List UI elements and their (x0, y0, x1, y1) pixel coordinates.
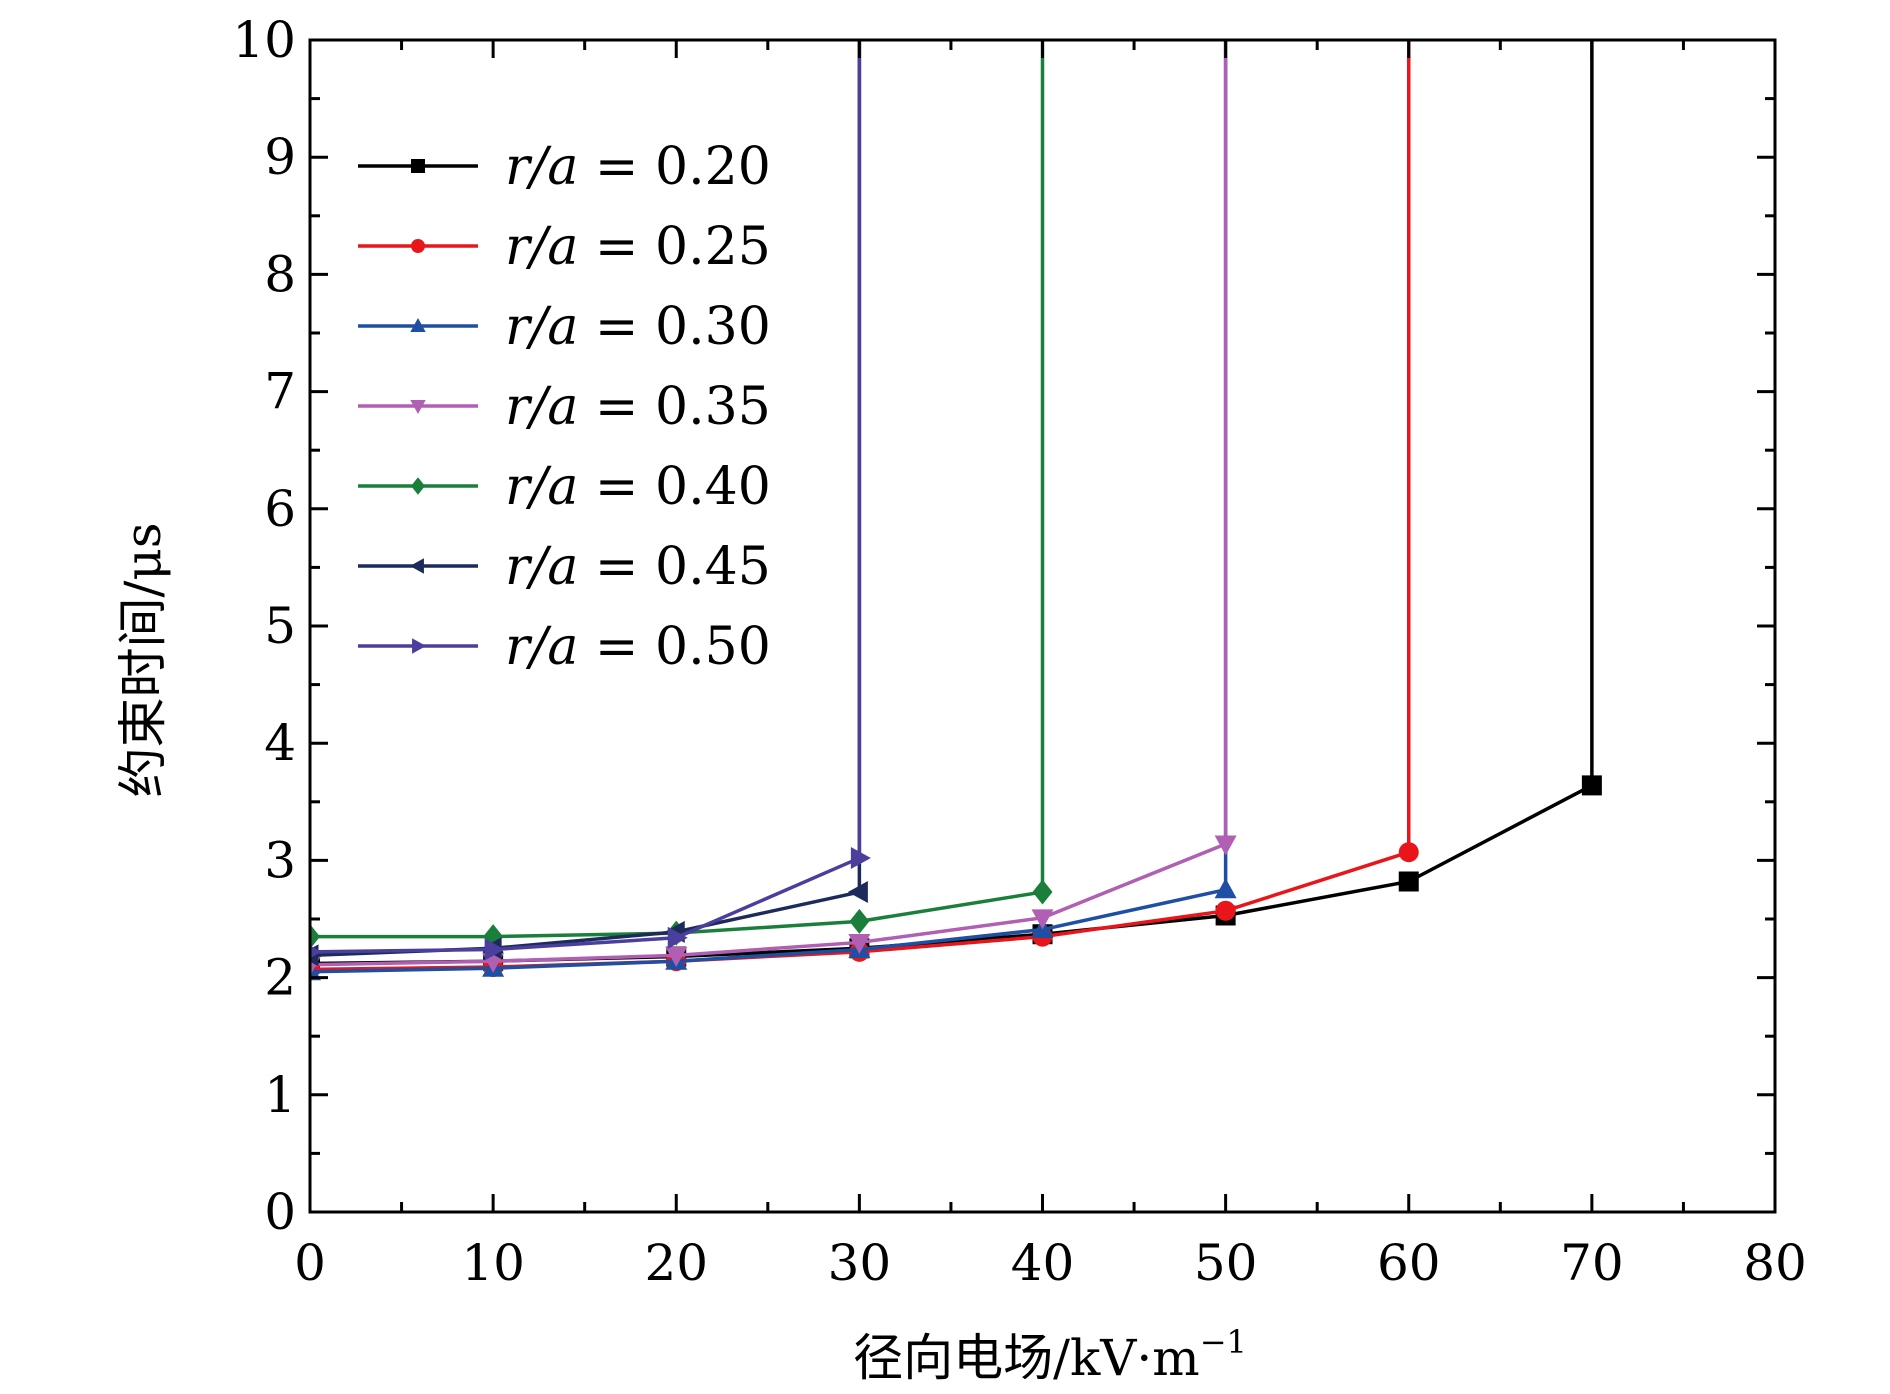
legend-label: r/a = 0.20 (505, 137, 771, 197)
y-tick-label: 3 (264, 831, 296, 889)
x-tick-label: 20 (644, 1234, 708, 1292)
data-point (849, 908, 870, 934)
x-tick-label: 30 (828, 1234, 892, 1292)
series-0 (310, 40, 1602, 974)
data-point (1398, 871, 1419, 892)
legend-label: r/a = 0.30 (505, 297, 771, 357)
legend-entry: r/a = 0.25 (358, 217, 771, 277)
legend-label: r/a = 0.40 (505, 457, 771, 517)
data-point (484, 938, 505, 961)
legend-label: r/a = 0.45 (505, 537, 771, 597)
series-line (310, 40, 1594, 966)
y-tick-label: 5 (264, 597, 296, 655)
legend-marker (410, 317, 426, 332)
y-tick-label: 4 (264, 714, 296, 772)
legend-marker (411, 477, 425, 495)
data-point (310, 924, 320, 950)
legend-label: r/a = 0.35 (505, 377, 771, 437)
x-axis-label: 径向电场/kV·m−1 (853, 1323, 1247, 1387)
series-6 (310, 40, 871, 961)
data-point (848, 933, 871, 954)
y-tick-label: 1 (264, 1066, 296, 1124)
x-tick-label: 0 (294, 1234, 326, 1292)
data-point (1215, 900, 1236, 921)
data-point (1031, 909, 1054, 930)
data-point (1214, 835, 1237, 856)
data-point (1581, 775, 1602, 796)
y-axis-label: 约束时间/μs (114, 523, 172, 798)
legend-entry: r/a = 0.35 (358, 377, 771, 437)
data-point (850, 847, 871, 870)
legend-label: r/a = 0.25 (505, 217, 771, 277)
legend-marker (410, 400, 426, 415)
y-tick-label: 0 (264, 1183, 296, 1241)
legend-marker (409, 558, 424, 574)
x-tick-label: 10 (461, 1234, 525, 1292)
series-line (310, 40, 1045, 939)
legend-marker (411, 239, 425, 253)
x-tick-label: 70 (1560, 1234, 1624, 1292)
axes: 0 10 20 30 40 50 60 70 80 0 1 2 3 4 5 6 7 8 9 10 (232, 11, 1806, 1292)
legend-marker (411, 159, 425, 173)
y-tick-label: 7 (264, 363, 296, 421)
y-tick-label: 8 (264, 245, 296, 303)
legend-entry: r/a = 0.50 (358, 617, 771, 677)
legend-marker (412, 638, 427, 654)
data-point (847, 881, 868, 904)
x-tick-label: 50 (1194, 1234, 1258, 1292)
data-point (1398, 842, 1419, 863)
x-tick-label: 80 (1743, 1234, 1807, 1292)
legend-entry: r/a = 0.45 (358, 537, 771, 597)
legend-entry: r/a = 0.30 (358, 297, 771, 357)
y-tick-label: 9 (264, 128, 296, 186)
data-point (665, 946, 688, 967)
legend-entry: r/a = 0.40 (358, 457, 771, 517)
legend-entry: r/a = 0.20 (358, 137, 771, 197)
y-tick-label: 10 (232, 11, 296, 69)
legend-label: r/a = 0.50 (505, 617, 771, 677)
data-point (1032, 879, 1053, 905)
x-tick-label: 40 (1011, 1234, 1075, 1292)
legend: r/a = 0.20 r/a = 0.25 r/a = 0.30 r/a = 0.35… (358, 137, 771, 677)
x-tick-label: 60 (1377, 1234, 1441, 1292)
y-tick-label: 6 (264, 480, 296, 538)
data-point (1214, 878, 1237, 899)
plot-area (310, 40, 1602, 981)
data-point (310, 945, 322, 959)
y-tick-label: 2 (264, 949, 296, 1007)
data-point (667, 926, 688, 949)
